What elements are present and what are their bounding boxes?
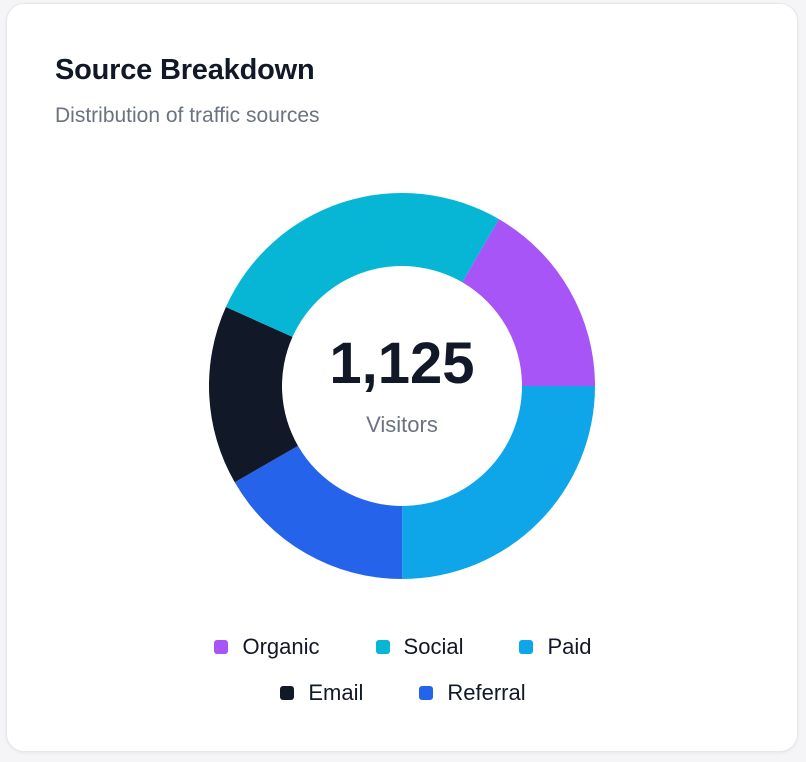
slice-organic[interactable] (462, 219, 595, 386)
legend-label: Referral (447, 680, 526, 705)
legend-label: Organic (242, 634, 320, 659)
center-value: 1,125 (329, 331, 474, 396)
donut-slices (209, 193, 595, 580)
legend-swatch (375, 640, 390, 654)
donut-chart: 1,125 Visitors (209, 193, 595, 580)
slice-paid[interactable] (402, 386, 595, 579)
card-title: Source Breakdown (55, 54, 315, 86)
chart-card: Source Breakdown Distribution of traffic… (6, 3, 798, 752)
legend-row-2: Email Referral (7, 670, 799, 716)
legend-label: Social (403, 634, 464, 659)
legend-item-referral[interactable]: Referral (419, 670, 526, 716)
legend-swatch (280, 686, 295, 700)
legend-row-1: Organic Social Paid (7, 624, 799, 670)
legend-item-email[interactable]: Email (280, 670, 363, 716)
legend-item-paid[interactable]: Paid (519, 624, 592, 670)
slice-social[interactable] (225, 193, 499, 337)
legend-label: Email (308, 680, 364, 705)
legend-swatch (214, 640, 229, 654)
center-label: Visitors (366, 412, 438, 437)
legend-swatch (519, 640, 534, 654)
slice-referral[interactable] (234, 445, 403, 580)
slice-email[interactable] (209, 307, 298, 483)
legend-swatch (419, 686, 434, 700)
legend-item-social[interactable]: Social (375, 624, 464, 670)
card-subtitle: Distribution of traffic sources (55, 104, 320, 127)
legend-item-organic[interactable]: Organic (214, 624, 320, 670)
chart-legend: Organic Social Paid Email Referral (7, 624, 799, 716)
legend-label: Paid (547, 634, 592, 659)
